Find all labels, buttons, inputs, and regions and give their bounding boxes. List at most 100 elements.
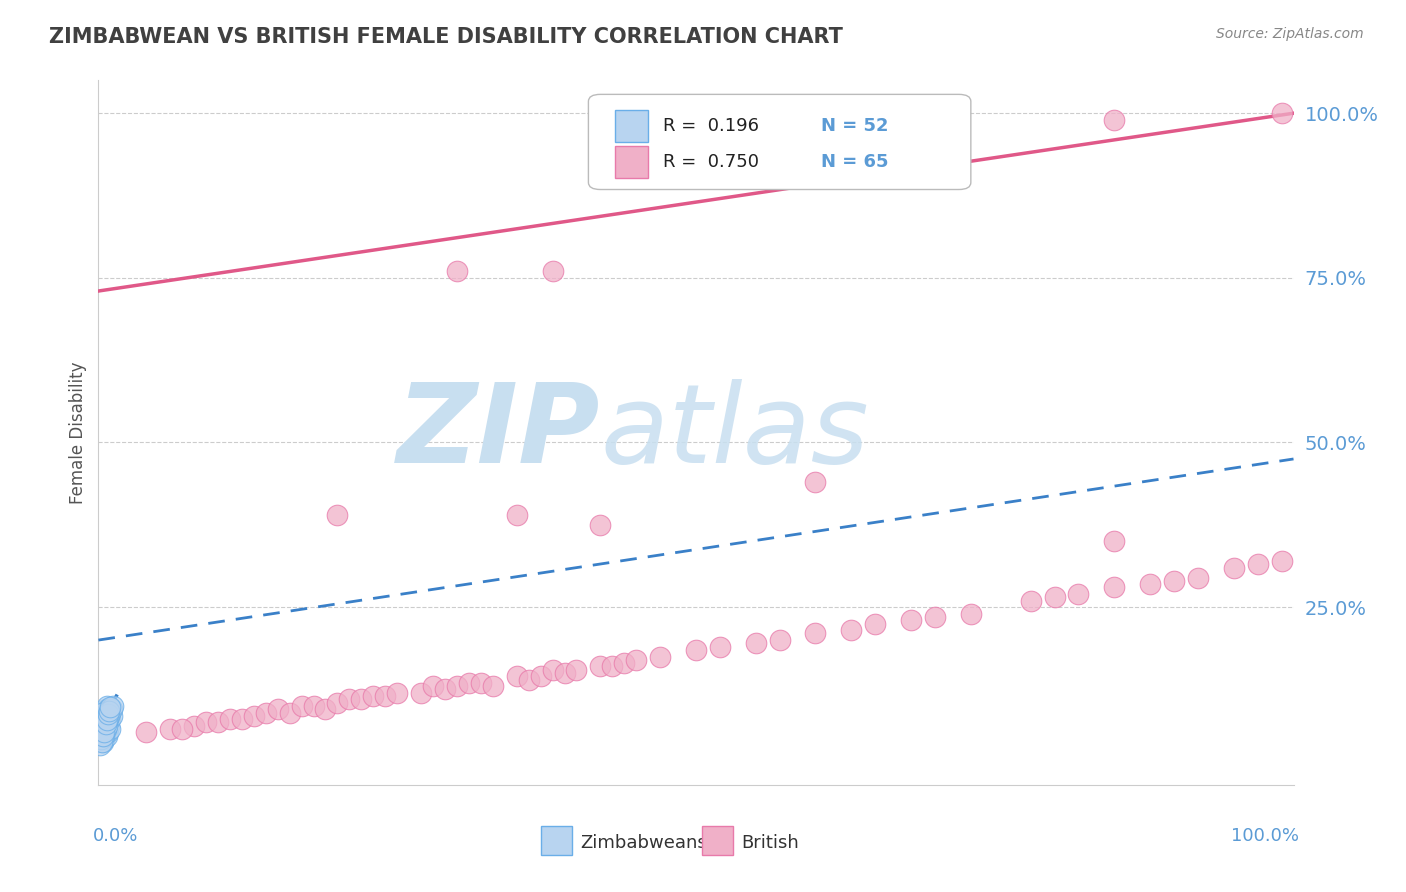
Point [91,706,114,720]
Point [93,731,115,746]
FancyBboxPatch shape [589,95,972,189]
Point [768,633,790,648]
Point [1187,570,1209,584]
Point [91,719,114,733]
Point [1271,554,1294,568]
Bar [702,826,733,855]
Point [1104,112,1126,127]
Point [97,702,120,716]
Point [159,722,181,736]
Point [94,712,117,726]
Text: Source: ZipAtlas.com: Source: ZipAtlas.com [1216,27,1364,41]
Point [98,700,122,714]
Point [97,715,120,730]
Point [267,702,290,716]
Point [94,725,117,739]
Point [446,264,468,278]
Point [1104,581,1126,595]
Point [94,719,117,733]
Point [541,264,564,278]
Point [91,725,114,739]
Point [350,692,373,706]
Point [91,712,114,726]
Point [96,715,118,730]
Point [924,610,946,624]
Text: N = 52: N = 52 [821,117,889,135]
Point [135,725,157,739]
Point [648,649,672,664]
Point [90,722,112,736]
Point [91,735,114,749]
Point [613,656,636,670]
Point [98,704,121,718]
Point [517,673,540,687]
Point [96,708,118,723]
Point [278,706,301,720]
Point [589,659,612,673]
Point [865,616,887,631]
Text: Zimbabweans: Zimbabweans [581,834,707,853]
Point [530,669,553,683]
Point [219,712,242,726]
Point [96,729,118,743]
Point [960,607,983,621]
Y-axis label: Female Disability: Female Disability [69,361,87,504]
Point [291,698,314,713]
Point [446,679,468,693]
Point [434,682,457,697]
Point [98,719,121,733]
Point [1043,591,1066,605]
Point [1139,577,1161,591]
Point [804,475,827,489]
Point [685,643,707,657]
Point [207,715,229,730]
Text: British: British [741,834,799,853]
Point [602,659,624,673]
Point [745,636,768,650]
Point [339,692,361,706]
Point [98,722,122,736]
Point [91,706,114,720]
Point [96,722,118,736]
Text: ZIMBABWEAN VS BRITISH FEMALE DISABILITY CORRELATION CHART: ZIMBABWEAN VS BRITISH FEMALE DISABILITY … [49,27,844,46]
Text: N = 65: N = 65 [821,153,889,171]
Bar [541,826,572,855]
Point [458,676,481,690]
Point [1104,534,1126,549]
Point [93,715,115,730]
Text: atlas: atlas [600,379,869,486]
Point [93,725,115,739]
Point [326,508,349,522]
Point [254,706,277,720]
Point [1247,558,1270,572]
Text: R =  0.750: R = 0.750 [662,153,758,171]
Point [91,729,114,743]
Point [1163,574,1185,588]
Point [506,669,529,683]
Point [231,712,253,726]
Point [97,712,120,726]
Point [90,719,112,733]
Point [96,719,118,733]
Point [1271,106,1294,120]
Point [90,731,112,746]
Text: 100.0%: 100.0% [1232,827,1299,846]
Point [98,708,121,723]
Point [554,665,576,680]
Point [97,706,120,721]
Point [900,613,922,627]
Point [91,725,114,739]
Point [183,719,205,733]
Point [1019,593,1042,607]
Point [98,702,122,716]
Point [1223,560,1246,574]
Point [385,686,409,700]
Point [100,702,122,716]
Point [98,712,122,726]
Point [91,735,114,749]
Point [98,706,122,720]
Point [326,696,349,710]
Point [481,679,505,693]
Point [96,698,118,713]
Point [1067,587,1090,601]
